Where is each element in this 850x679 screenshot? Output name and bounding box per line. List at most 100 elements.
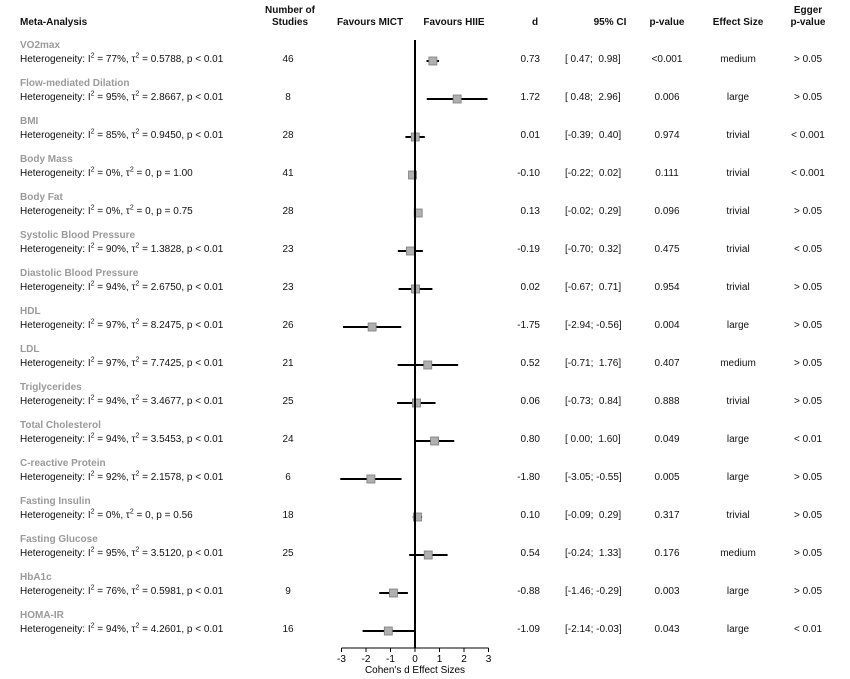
row-name: LDL <box>20 344 40 355</box>
x-tick-label: 3 <box>486 654 492 665</box>
row-egger: > 0.05 <box>793 548 823 559</box>
row-effect-size: large <box>726 472 750 483</box>
row-ci: [-0.09; 0.29] <box>565 510 622 521</box>
row-heterogeneity: Heterogeneity: I2 = 97%, τ2 = 7.7425, p … <box>20 356 224 369</box>
row-d: 1.72 <box>520 92 540 103</box>
header-95-ci: 95% CI <box>593 17 627 28</box>
row-d: -0.10 <box>517 168 540 179</box>
header-p-value: p-value <box>649 17 685 28</box>
row-studies: 16 <box>282 624 294 635</box>
row-d: 0.73 <box>520 54 540 65</box>
effect-marker <box>430 436 440 446</box>
row-d: 0.01 <box>520 130 540 141</box>
header-favours-mict: Favours MICT <box>336 17 404 28</box>
row-effect-size: large <box>726 434 750 445</box>
x-tick-label: 1 <box>437 654 443 665</box>
x-tick-label: 2 <box>461 654 467 665</box>
row-egger: < 0.05 <box>793 244 823 255</box>
header-egger-line1: Egger <box>793 5 823 16</box>
row-studies: 41 <box>282 168 294 179</box>
row-heterogeneity: Heterogeneity: I2 = 0%, τ2 = 0, p = 0.75 <box>20 204 193 217</box>
row-p-value: 0.049 <box>654 434 680 445</box>
row-p-value: 0.176 <box>654 548 680 559</box>
row-heterogeneity: Heterogeneity: I2 = 92%, τ2 = 2.1578, p … <box>20 470 224 483</box>
row-heterogeneity: Heterogeneity: I2 = 94%, τ2 = 3.4677, p … <box>20 394 224 407</box>
effect-marker <box>428 56 438 66</box>
row-heterogeneity: Heterogeneity: I2 = 95%, τ2 = 2.8667, p … <box>20 90 224 103</box>
header-egger: Egger p-value <box>778 5 838 29</box>
row-name: Flow-mediated Dilation <box>20 78 130 89</box>
header-studies-line1: Number of <box>265 5 315 16</box>
row-ci: [-3.05; -0.55] <box>565 472 622 483</box>
row-d: -0.19 <box>517 244 540 255</box>
row-p-value: 0.043 <box>654 624 680 635</box>
row-egger: > 0.05 <box>793 54 823 65</box>
effect-marker <box>412 398 421 408</box>
row-ci: [-0.39; 0.40] <box>565 130 622 141</box>
row-studies: 21 <box>282 358 294 369</box>
row-name: Fasting Glucose <box>20 534 98 545</box>
row-p-value: <0.001 <box>651 54 683 65</box>
row-egger: > 0.05 <box>793 206 823 217</box>
row-name: Diastolic Blood Pressure <box>20 268 139 279</box>
effect-marker <box>367 322 377 332</box>
row-heterogeneity: Heterogeneity: I2 = 0%, τ2 = 0, p = 1.00 <box>20 166 193 179</box>
header-meta-analysis: Meta-Analysis <box>20 17 88 28</box>
x-tick-label: 0 <box>412 654 418 665</box>
row-effect-size: large <box>726 320 750 331</box>
row-egger: > 0.05 <box>793 92 823 103</box>
row-heterogeneity: Heterogeneity: I2 = 85%, τ2 = 0.9450, p … <box>20 128 224 141</box>
effect-marker <box>452 94 462 104</box>
row-ci: [-0.71; 1.76] <box>565 358 622 369</box>
row-p-value: 0.003 <box>654 586 680 597</box>
row-effect-size: trivial <box>726 130 750 141</box>
row-d: 0.06 <box>520 396 540 407</box>
row-p-value: 0.317 <box>654 510 680 521</box>
row-name: Body Fat <box>20 192 63 203</box>
x-tick-label: -3 <box>337 654 346 665</box>
row-name: HOMA-IR <box>20 610 64 621</box>
row-egger: < 0.01 <box>793 434 823 445</box>
row-name: C-reactive Protein <box>20 458 106 469</box>
row-d: -0.88 <box>517 586 540 597</box>
row-effect-size: trivial <box>726 244 750 255</box>
effect-marker <box>389 588 398 598</box>
row-studies: 25 <box>282 548 294 559</box>
row-p-value: 0.888 <box>654 396 680 407</box>
effect-marker <box>383 626 393 636</box>
header-effect-size: Effect Size <box>712 17 764 28</box>
row-name: Fasting Insulin <box>20 496 91 507</box>
row-studies: 9 <box>285 586 291 597</box>
row-d: -1.80 <box>517 472 540 483</box>
header-favours-hiie: Favours HIIE <box>423 17 485 28</box>
row-effect-size: large <box>726 624 750 635</box>
row-egger: > 0.05 <box>793 282 823 293</box>
row-ci: [-1.46; -0.29] <box>565 586 622 597</box>
x-tick-label: -2 <box>362 654 371 665</box>
row-studies: 26 <box>282 320 294 331</box>
row-heterogeneity: Heterogeneity: I2 = 77%, τ2 = 0.5788, p … <box>20 52 224 65</box>
row-egger: > 0.05 <box>793 358 823 369</box>
row-heterogeneity: Heterogeneity: I2 = 94%, τ2 = 4.2601, p … <box>20 622 224 635</box>
row-name: Triglycerides <box>20 382 82 393</box>
row-d: -1.75 <box>517 320 540 331</box>
x-tick-label: -1 <box>386 654 395 665</box>
row-effect-size: large <box>726 586 750 597</box>
row-d: -1.09 <box>517 624 540 635</box>
row-egger: > 0.05 <box>793 472 823 483</box>
row-p-value: 0.096 <box>654 206 680 217</box>
effect-marker <box>423 550 433 560</box>
row-p-value: 0.111 <box>655 168 679 179</box>
row-heterogeneity: Heterogeneity: I2 = 76%, τ2 = 0.5981, p … <box>20 584 224 597</box>
row-studies: 28 <box>282 130 294 141</box>
row-ci: [-2.14; -0.03] <box>565 624 622 635</box>
row-name: BMI <box>20 116 39 127</box>
row-p-value: 0.475 <box>654 244 680 255</box>
row-d: 0.80 <box>520 434 540 445</box>
row-p-value: 0.407 <box>654 358 680 369</box>
row-heterogeneity: Heterogeneity: I2 = 0%, τ2 = 0, p = 0.56 <box>20 508 193 521</box>
header-studies-line2: Studies <box>271 17 309 28</box>
row-effect-size: trivial <box>726 510 750 521</box>
effect-marker <box>405 246 415 256</box>
